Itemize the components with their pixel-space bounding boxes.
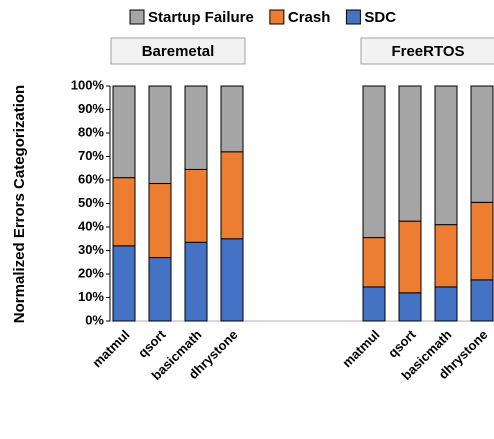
bar-segment [470, 201, 494, 281]
legend-label: Startup Failure [148, 9, 254, 26]
group-label: FreeRTOS [391, 43, 464, 60]
legend-swatch [129, 9, 145, 25]
y-tick-label: 40% [78, 218, 104, 233]
bar-segment [112, 177, 136, 247]
legend-swatch [345, 9, 361, 25]
bar-segment [184, 168, 208, 243]
y-tick-label: 90% [78, 101, 104, 116]
bar-segment [220, 85, 244, 153]
bar-segment [184, 85, 208, 170]
group-box [360, 37, 494, 65]
bar-segment [398, 292, 422, 322]
x-tick-label: matmul [339, 327, 382, 370]
bar-segment [398, 220, 422, 294]
bar-segment [470, 85, 494, 203]
y-tick-label: 30% [78, 242, 104, 257]
bar-segment [184, 241, 208, 322]
bar-segment [362, 237, 386, 288]
bar-segment [220, 238, 244, 322]
bar-segment [398, 85, 422, 222]
bar-segment [220, 151, 244, 240]
bar-segment [434, 286, 458, 322]
bar-segment [434, 85, 458, 226]
y-tick-label: 60% [78, 171, 104, 186]
bar-segment [362, 286, 386, 322]
bar-segment [434, 224, 458, 288]
x-tick-label: qsort [135, 326, 169, 360]
x-tick-label: qsort [385, 326, 419, 360]
group-label: Baremetal [142, 43, 215, 60]
y-tick-label: 100% [71, 77, 105, 92]
y-tick-label: 70% [78, 148, 104, 163]
bar-segment [148, 85, 172, 185]
bar-segment [148, 257, 172, 322]
group-box [110, 37, 246, 65]
bar-segment [470, 279, 494, 322]
y-tick-label: 50% [78, 195, 104, 210]
bar-segment [112, 245, 136, 322]
y-tick-label: 20% [78, 265, 104, 280]
legend-label: Crash [288, 9, 331, 26]
y-axis-label: Normalized Errors Categorization [11, 85, 28, 323]
y-tick-label: 80% [78, 124, 104, 139]
legend-label: SDC [364, 9, 396, 26]
bar-segment [148, 183, 172, 259]
bar-segment [362, 85, 386, 239]
bar-segment [112, 85, 136, 179]
y-tick-label: 0% [85, 312, 104, 327]
legend-swatch [269, 9, 285, 25]
y-tick-label: 10% [78, 289, 104, 304]
x-tick-label: matmul [89, 327, 132, 370]
